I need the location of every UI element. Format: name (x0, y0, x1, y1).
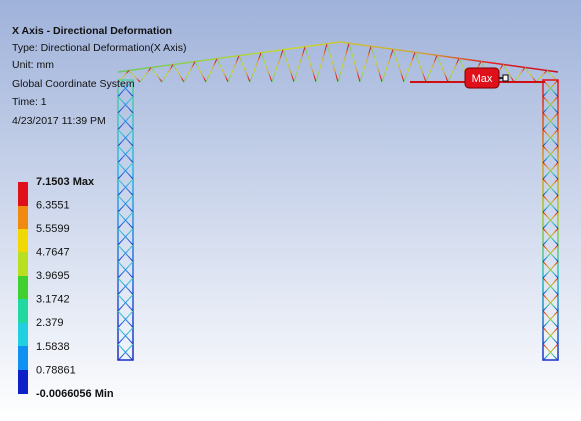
legend-band (18, 276, 28, 299)
legend-label: 1.5838 (36, 341, 70, 353)
title: X Axis - Directional Deformation (12, 25, 172, 37)
legend-label: 3.1742 (36, 294, 70, 306)
legend-band (18, 323, 28, 346)
viewport: Max X Axis - Directional Deformation Typ… (0, 0, 581, 421)
legend-label: -0.0066056 Min (36, 388, 114, 400)
legend-label: 3.9695 (36, 270, 70, 282)
legend-band (18, 346, 28, 370)
max-probe-label: Max (472, 73, 493, 85)
legend-band (18, 252, 28, 276)
legend-band (18, 182, 28, 206)
legend-band (18, 370, 28, 394)
legend-band (18, 206, 28, 229)
time: Time: 1 (12, 96, 47, 108)
legend-label: 0.78861 (36, 364, 76, 376)
legend-label: 6.3551 (36, 199, 70, 211)
unit: Unit: mm (12, 59, 54, 71)
date: 4/23/2017 11:39 PM (12, 115, 106, 127)
legend-label: 2.379 (36, 317, 64, 329)
probe-point (503, 75, 508, 81)
legend-band (18, 229, 28, 252)
result-type: Type: Directional Deformation(X Axis) (12, 42, 186, 54)
page: Max X Axis - Directional Deformation Typ… (0, 0, 581, 421)
legend-label: 7.1503 Max (36, 176, 95, 188)
legend-label: 4.7647 (36, 247, 70, 259)
legend-label: 5.5599 (36, 223, 70, 235)
legend-band (18, 299, 28, 323)
coordinate-system: Global Coordinate System (12, 78, 135, 90)
